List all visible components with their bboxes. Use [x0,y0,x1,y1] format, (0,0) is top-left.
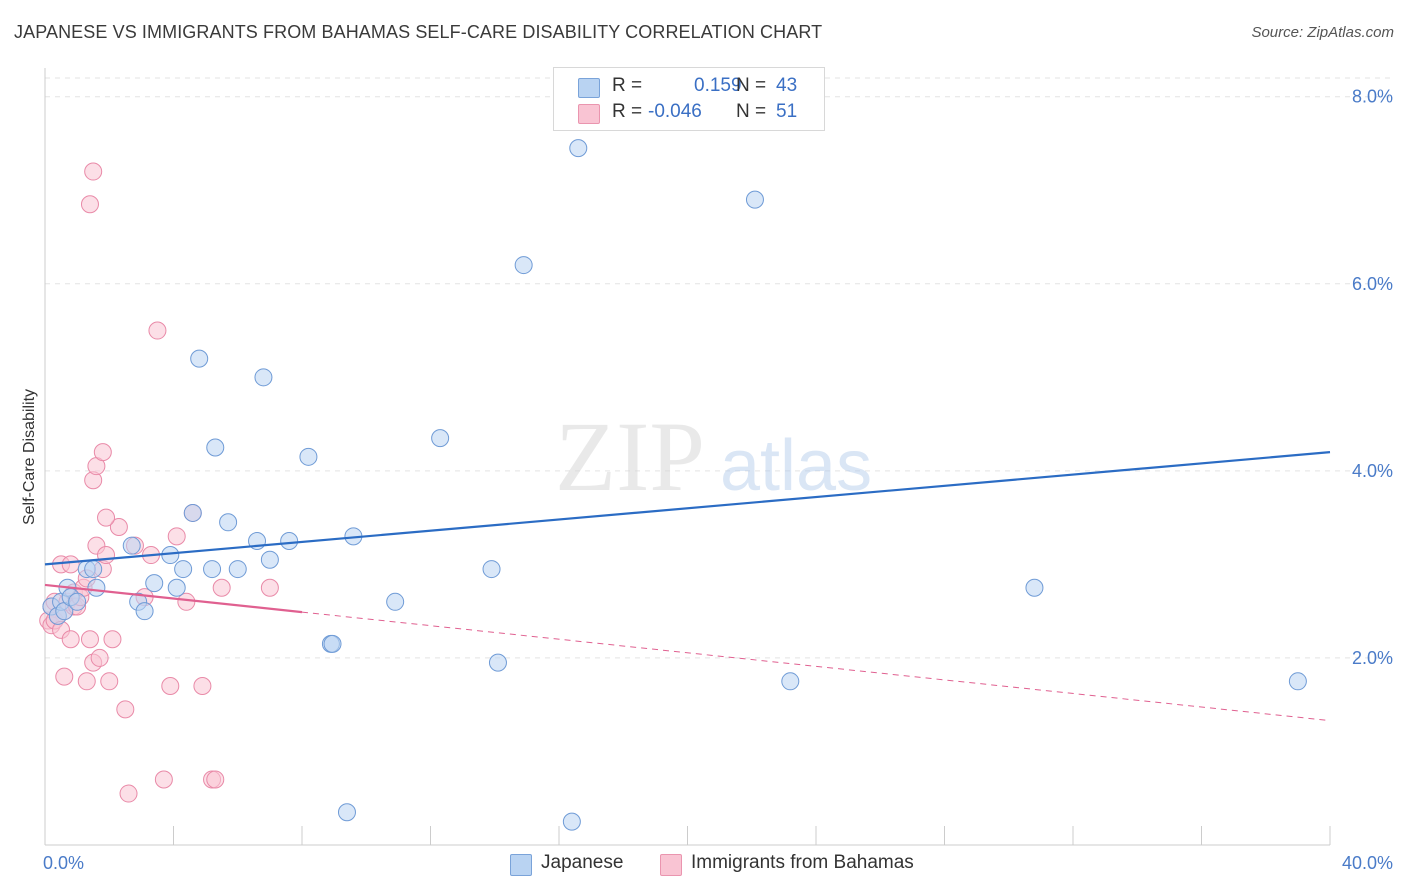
data-point-japanese [569,139,588,158]
data-point-bahamas [161,676,180,695]
data-point-bahamas [109,517,128,536]
data-point-bahamas [93,443,112,462]
stats-legend: R = 0.159 N = 43 R = -0.046 N = 51 [553,67,825,131]
legend-r-label: R = [612,101,643,122]
data-point-japanese [514,256,533,275]
legend-n-label: N = [736,101,767,122]
y-axis-label: Self-Care Disability [21,389,38,525]
data-point-japanese [167,578,186,597]
legend-row-japanese: R = 0.159 N = 43 [554,75,824,101]
data-point-japanese [488,653,507,672]
watermark: ZIP atlas [555,401,872,512]
tick-labels: 2.0% 4.0% 6.0% 8.0% 0.0% 40.0% [43,87,1393,873]
data-point-japanese [482,560,501,579]
data-point-bahamas [100,672,119,691]
gridlines [45,77,1392,659]
data-point-japanese [203,560,222,579]
legend-swatch-bahamas [578,104,600,124]
legend-r-value: 0.159 [694,75,742,96]
data-point-japanese [431,429,450,448]
data-point-japanese [206,438,225,457]
data-point-japanese [190,349,209,368]
legend-swatch-japanese [578,78,600,98]
trend-lines [44,451,1331,722]
data-point-bahamas [97,546,116,565]
data-point-bahamas [116,700,135,719]
data-point-japanese [174,560,193,579]
data-point-bahamas [154,770,173,789]
chart-title: JAPANESE VS IMMIGRANTS FROM BAHAMAS SELF… [14,22,823,42]
legend-row-bahamas: R = -0.046 N = 51 [554,101,824,127]
legend-r-label: R = [612,75,643,96]
y-tick-label: 2.0% [1352,648,1393,668]
watermark-zip: ZIP [555,401,705,512]
trend-line-bahamas-solid [44,583,303,614]
data-point-bahamas [212,578,231,597]
source-credit: Source: ZipAtlas.com [1251,24,1394,41]
data-point-japanese [84,560,103,579]
legend-swatch-japanese [510,854,532,876]
legend-label-japanese: Japanese [541,852,624,873]
data-point-japanese [254,368,273,387]
data-point-bahamas [61,555,80,574]
data-point-bahamas [193,676,212,695]
data-point-japanese [122,536,141,555]
data-point-bahamas [90,648,109,667]
data-point-japanese [145,574,164,593]
data-point-japanese [745,190,764,209]
x-tick-label: 40.0% [1342,853,1393,873]
data-point-japanese [183,503,202,522]
y-tick-label: 8.0% [1352,87,1393,107]
data-point-bahamas [119,784,138,803]
legend-swatch-bahamas [660,854,682,876]
data-point-bahamas [80,630,99,649]
legend-r-value: -0.046 [648,101,702,122]
data-point-bahamas [61,630,80,649]
data-point-bahamas [80,195,99,214]
x-tick-label: 0.0% [43,853,84,873]
data-point-bahamas [148,321,167,340]
trend-line-japanese [44,451,1331,566]
data-point-bahamas [77,672,96,691]
data-point-japanese [219,513,238,532]
y-tick-label: 4.0% [1352,461,1393,481]
legend-n-value: 43 [776,75,798,96]
trend-line-bahamas-dashed [301,611,1331,722]
watermark-atlas: atlas [720,426,872,506]
data-point-japanese [87,578,106,597]
data-point-bahamas [55,667,74,686]
data-point-japanese [1025,578,1044,597]
legend-label-bahamas: Immigrants from Bahamas [691,852,914,873]
data-point-japanese [135,602,154,621]
series-bahamas-points [39,162,279,803]
data-point-japanese [1288,672,1307,691]
data-point-japanese [228,560,247,579]
data-point-japanese [299,447,318,466]
data-point-japanese [260,550,279,569]
data-point-japanese [323,634,342,653]
data-point-bahamas [103,630,122,649]
data-point-japanese [386,592,405,611]
data-point-bahamas [167,527,186,546]
data-point-japanese [280,532,299,551]
data-point-japanese [68,592,87,611]
data-point-bahamas [84,162,103,181]
axes [44,68,1331,846]
data-point-bahamas [97,508,116,527]
data-point-bahamas [206,770,225,789]
legend-n-label: N = [736,75,767,96]
legend-n-value: 51 [776,101,798,122]
data-point-japanese [781,672,800,691]
data-point-bahamas [260,578,279,597]
y-tick-label: 6.0% [1352,274,1393,294]
data-point-japanese [337,803,356,822]
data-point-japanese [562,812,581,831]
